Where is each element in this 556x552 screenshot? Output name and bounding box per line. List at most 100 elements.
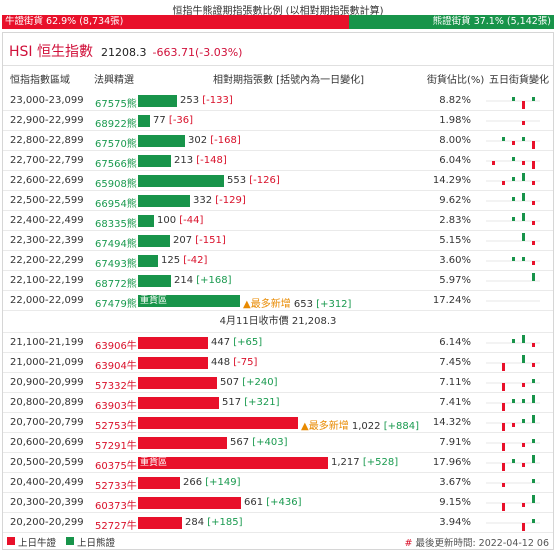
daily-change: [+65]: [233, 337, 263, 348]
outstanding-pct: 7.41%: [439, 397, 471, 408]
five-day-sparkline: [486, 495, 540, 511]
sparkline-bar: [522, 503, 525, 507]
cbbc-rows: 23,000-23,099 67575熊 253 [-133] 8.82% 22,900…: [3, 91, 553, 533]
table-row[interactable]: 22,800-22,899 67570熊 302 [-168] 8.00%: [3, 131, 553, 151]
row-product-code[interactable]: 68335熊: [95, 219, 137, 230]
contracts-bar: 重貨區: [138, 295, 240, 307]
sparkline-bar: [512, 423, 515, 427]
contracts-value: 567 [+403]: [230, 437, 288, 448]
outstanding-pct: 5.97%: [439, 275, 471, 286]
sparkline-bar: [502, 403, 505, 411]
contracts-bar: [138, 95, 177, 107]
daily-change: [-168]: [210, 135, 241, 146]
most-new-tag: ▲最多新增: [243, 299, 291, 310]
table-row[interactable]: 20,800-20,899 63903牛 517 [+321] 7.41%: [3, 393, 553, 413]
contracts-value: 253 [-133]: [180, 95, 233, 106]
table-row[interactable]: 22,500-22,599 66954熊 332 [-129] 9.62%: [3, 191, 553, 211]
sparkline-bar: [502, 137, 505, 141]
row-range: 20,600-20,699: [10, 437, 84, 448]
contracts-bar: [138, 417, 298, 429]
daily-change: [-75]: [233, 357, 258, 368]
outstanding-pct: 8.82%: [439, 95, 471, 106]
sparkline-bar: [532, 241, 535, 245]
row-product-code[interactable]: 68922熊: [95, 119, 137, 130]
row-range: 22,600-22,699: [10, 175, 84, 186]
sparkline-bar: [522, 161, 525, 165]
table-row[interactable]: 20,200-20,299 52727牛 284 [+185] 3.94%: [3, 513, 553, 533]
sparkline-bar: [532, 97, 535, 101]
table-row[interactable]: 22,900-22,999 68922熊 77 [-36] 1.98%: [3, 111, 553, 131]
row-product-code[interactable]: 52733牛: [95, 481, 137, 492]
contracts-value: 661 [+436]: [244, 497, 302, 508]
row-product-code[interactable]: 67566熊: [95, 159, 137, 170]
col-header-contracts: 相對期指張數 [括號內為一日變化]: [213, 75, 364, 86]
row-product-code[interactable]: 67494熊: [95, 239, 137, 250]
row-product-code[interactable]: 60375牛: [95, 461, 137, 472]
contracts-value: 448 [-75]: [211, 357, 257, 368]
table-row[interactable]: 22,400-22,499 68335熊 100 [-44] 2.83%: [3, 211, 553, 231]
index-name[interactable]: HSI 恒生指數: [9, 44, 93, 60]
contracts-count: 507: [220, 377, 240, 388]
table-row[interactable]: 22,200-22,299 67493熊 125 [-42] 3.60%: [3, 251, 553, 271]
row-product-code[interactable]: 63903牛: [95, 401, 137, 412]
row-product-code[interactable]: 57332牛: [95, 381, 137, 392]
row-product-code[interactable]: 67575熊: [95, 99, 137, 110]
table-row[interactable]: 21,100-21,199 63906牛 447 [+65] 6.14%: [3, 333, 553, 353]
sparkline-bar: [512, 141, 515, 145]
table-row[interactable]: 20,400-20,499 52733牛 266 [+149] 3.67%: [3, 473, 553, 493]
row-product-code[interactable]: 67493熊: [95, 259, 137, 270]
row-range: 22,700-22,799: [10, 155, 84, 166]
outstanding-pct: 9.15%: [439, 497, 471, 508]
table-row[interactable]: 21,000-21,099 63904牛 448 [-75] 7.45%: [3, 353, 553, 373]
table-row[interactable]: 20,300-20,399 60373牛 661 [+436] 9.15%: [3, 493, 553, 513]
table-row[interactable]: 22,600-22,699 65908熊 553 [-126] 14.29%: [3, 171, 553, 191]
row-product-code[interactable]: 67570熊: [95, 139, 137, 150]
table-row[interactable]: 22,700-22,799 67566熊 213 [-148] 6.04%: [3, 151, 553, 171]
outstanding-pct: 7.91%: [439, 437, 471, 448]
five-day-sparkline: [486, 395, 540, 411]
table-row[interactable]: 20,700-20,799 52753牛 ▲最多新增 1,022 [+884] 14.…: [3, 413, 553, 433]
daily-change: [+312]: [316, 299, 352, 310]
row-product-code[interactable]: 67479熊: [95, 299, 137, 310]
contracts-value: 213 [-148]: [174, 155, 227, 166]
sparkline-bar: [522, 335, 525, 343]
sparkline-bar: [532, 395, 535, 403]
table-row[interactable]: 23,000-23,099 67575熊 253 [-133] 8.82%: [3, 91, 553, 111]
contracts-value: 517 [+321]: [222, 397, 280, 408]
sparkline-bar: [502, 383, 505, 391]
last-updated: # 最後更新時間: 2022-04-12 06: [404, 535, 549, 549]
row-product-code[interactable]: 52753牛: [95, 421, 137, 432]
outstanding-pct: 3.60%: [439, 255, 471, 266]
outstanding-pct: 8.00%: [439, 135, 471, 146]
row-product-code[interactable]: 60373牛: [95, 501, 137, 512]
sparkline-bar: [522, 523, 525, 531]
row-product-code[interactable]: 63906牛: [95, 341, 137, 352]
table-row[interactable]: 20,900-20,999 57332牛 507 [+240] 7.11%: [3, 373, 553, 393]
five-day-sparkline: [486, 355, 540, 371]
table-row[interactable]: 22,300-22,399 67494熊 207 [-151] 5.15%: [3, 231, 553, 251]
row-product-code[interactable]: 52727牛: [95, 521, 137, 532]
daily-change: [-148]: [196, 155, 227, 166]
sparkline-bar: [532, 161, 535, 169]
contracts-bar: [138, 275, 171, 287]
row-product-code[interactable]: 68772熊: [95, 279, 137, 290]
contracts-count: 1,022: [351, 421, 381, 432]
row-product-code[interactable]: 66954熊: [95, 199, 137, 210]
five-day-sparkline: [486, 273, 540, 282]
row-product-code[interactable]: 57291牛: [95, 441, 137, 452]
table-row[interactable]: 22,000-22,099 67479熊 重貨區 ▲最多新增 653 [+312] 17…: [3, 291, 553, 311]
contracts-bar: [138, 337, 208, 349]
contracts-value: 266 [+149]: [183, 477, 241, 488]
daily-change: [+321]: [244, 397, 280, 408]
row-product-code[interactable]: 65908熊: [95, 179, 137, 190]
row-product-code[interactable]: 63904牛: [95, 361, 137, 372]
table-row[interactable]: 22,100-22,199 68772熊 214 [+168] 5.97%: [3, 271, 553, 291]
sparkline-bar: [522, 383, 525, 387]
table-row[interactable]: 20,600-20,699 57291牛 567 [+403] 7.91%: [3, 433, 553, 453]
contracts-value: 507 [+240]: [220, 377, 278, 388]
outstanding-pct: 3.67%: [439, 477, 471, 488]
table-row[interactable]: 20,500-20,599 60375牛 重貨區 1,217 [+528] 17.96%: [3, 453, 553, 473]
sparkline-bar: [502, 181, 505, 185]
contracts-count: 284: [185, 517, 205, 528]
bull-bear-ratio-header: 恒指牛熊證期指張數比例 (以相對期指張數計算) 牛證街貨 62.9% (8,73…: [0, 0, 556, 30]
